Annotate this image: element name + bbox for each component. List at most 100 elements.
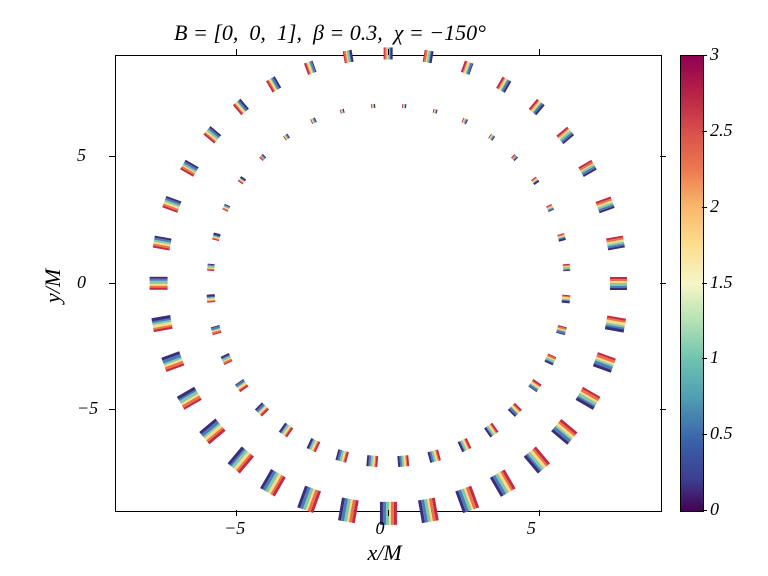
polarization-marker bbox=[544, 353, 556, 365]
marker-stripe bbox=[563, 270, 570, 272]
polarization-marker bbox=[340, 108, 345, 113]
y-tick bbox=[660, 409, 666, 410]
marker-stripe bbox=[150, 277, 168, 280]
colorbar-tick-label: 3 bbox=[710, 44, 719, 65]
marker-stripe bbox=[394, 502, 397, 525]
polarization-marker bbox=[221, 353, 233, 365]
x-tick bbox=[236, 510, 237, 516]
polarization-marker bbox=[367, 455, 378, 467]
polarization-marker bbox=[298, 486, 321, 513]
x-tick bbox=[388, 510, 389, 516]
polarization-marker bbox=[266, 76, 280, 92]
polarization-marker bbox=[575, 387, 600, 410]
y-tick bbox=[109, 283, 115, 284]
colorbar-tick-label: 2.5 bbox=[710, 120, 733, 141]
colorbar-tick bbox=[702, 55, 707, 56]
marker-stripe bbox=[350, 50, 354, 62]
marker-stripe bbox=[150, 279, 168, 282]
polarization-marker bbox=[398, 455, 409, 467]
polarization-marker bbox=[150, 277, 168, 290]
polarization-marker bbox=[161, 352, 184, 372]
polarization-marker bbox=[211, 325, 221, 335]
polarization-marker bbox=[212, 233, 220, 241]
polarization-marker bbox=[306, 438, 320, 452]
polarization-marker bbox=[523, 446, 549, 473]
polarization-marker bbox=[255, 403, 269, 417]
polarization-marker bbox=[488, 134, 494, 141]
polarization-marker bbox=[511, 154, 518, 161]
marker-stripe bbox=[374, 103, 375, 107]
marker-stripe bbox=[548, 208, 554, 212]
polarization-marker bbox=[606, 236, 624, 251]
marker-stripe bbox=[150, 287, 168, 290]
polarization-marker bbox=[552, 419, 578, 444]
marker-stripe bbox=[391, 47, 393, 59]
marker-stripe bbox=[150, 281, 168, 284]
x-tick-label: 5 bbox=[527, 518, 536, 539]
polarization-marker bbox=[557, 233, 565, 241]
polarization-marker bbox=[461, 119, 467, 125]
y-tick bbox=[109, 409, 115, 410]
x-tick-label: 0 bbox=[376, 518, 385, 539]
polarization-marker bbox=[418, 497, 438, 523]
y-axis-label: y/M bbox=[40, 268, 66, 302]
y-tick-label: 0 bbox=[77, 272, 86, 293]
colorbar-tick bbox=[702, 131, 707, 132]
polarization-marker bbox=[261, 469, 286, 496]
polarization-marker bbox=[605, 315, 626, 332]
polarization-marker bbox=[207, 264, 215, 271]
polarization-marker bbox=[531, 177, 539, 185]
colorbar-tick-label: 2 bbox=[710, 196, 719, 217]
figure: B = [0, 0, 1], β = 0.3, χ = −150° x/M y/… bbox=[0, 0, 768, 576]
plot-title: B = [0, 0, 1], β = 0.3, χ = −150° bbox=[0, 20, 660, 46]
colorbar-tick bbox=[702, 207, 707, 208]
polarization-marker bbox=[223, 204, 231, 212]
x-tick bbox=[236, 49, 237, 55]
polarization-marker bbox=[484, 423, 498, 437]
marker-stripe bbox=[150, 283, 168, 286]
marker-stripe bbox=[435, 109, 437, 113]
colorbar-tick-label: 0.5 bbox=[710, 423, 733, 444]
x-tick-label: −5 bbox=[224, 518, 245, 539]
polarization-marker bbox=[491, 469, 516, 496]
y-tick-label: 5 bbox=[77, 145, 86, 166]
colorbar-tick bbox=[702, 358, 707, 359]
marker-stripe bbox=[464, 120, 467, 125]
marker-stripe bbox=[388, 502, 391, 525]
polarization-marker bbox=[402, 103, 406, 108]
polarization-marker bbox=[259, 154, 266, 161]
marker-stripe bbox=[405, 104, 406, 108]
y-tick bbox=[109, 156, 115, 157]
marker-stripe bbox=[430, 51, 434, 63]
polarization-marker bbox=[423, 50, 434, 64]
polarization-marker bbox=[546, 204, 554, 212]
polarization-marker bbox=[163, 197, 182, 213]
polarization-marker bbox=[556, 127, 573, 144]
marker-stripe bbox=[558, 238, 565, 241]
polarization-marker bbox=[279, 423, 293, 437]
polarization-marker bbox=[593, 352, 616, 372]
polarization-marker bbox=[236, 379, 249, 392]
polarization-marker bbox=[199, 419, 225, 444]
plot-area bbox=[115, 55, 662, 512]
colorbar-tick-label: 1 bbox=[710, 347, 719, 368]
marker-stripe bbox=[150, 285, 168, 288]
polarization-marker bbox=[204, 127, 221, 144]
polarization-marker bbox=[610, 277, 628, 290]
polarization-marker bbox=[310, 119, 316, 125]
polarization-marker bbox=[371, 103, 375, 108]
colorbar-tick bbox=[702, 434, 707, 435]
polarization-marker bbox=[227, 446, 253, 473]
polarization-marker bbox=[153, 236, 171, 251]
polarization-marker bbox=[152, 315, 173, 332]
y-tick bbox=[660, 283, 666, 284]
polarization-marker bbox=[595, 197, 614, 213]
polarization-marker bbox=[283, 134, 289, 141]
polarization-marker bbox=[457, 438, 471, 452]
polarization-marker bbox=[206, 295, 215, 303]
polarization-marker bbox=[233, 99, 249, 116]
polarization-marker bbox=[528, 99, 544, 116]
polarization-marker bbox=[338, 497, 358, 523]
y-tick-label: −5 bbox=[77, 398, 98, 419]
marker-stripe bbox=[534, 181, 539, 185]
